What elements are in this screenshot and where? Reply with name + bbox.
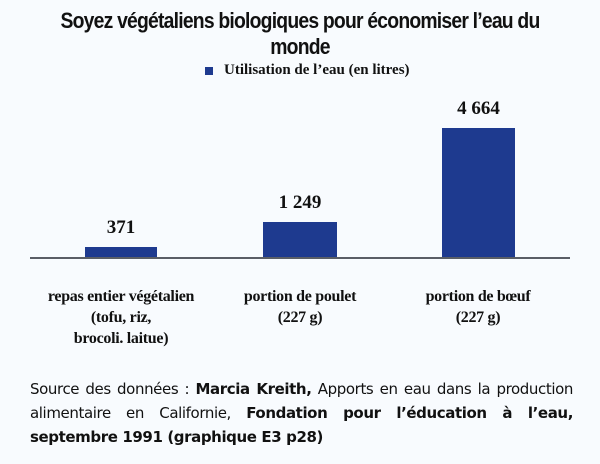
legend: Utilisation de l’eau (en litres)	[205, 62, 410, 79]
plot-area: 371 1 249 4 664	[30, 98, 570, 259]
category-label-beef: portion de bœuf (227 g)	[425, 288, 531, 326]
bar-vegan-meal	[85, 247, 157, 257]
bar-beef	[442, 128, 515, 257]
category-label-chicken: portion de poulet (227 g)	[243, 288, 357, 326]
chart-title: Soyez végétaliens biologiques pour écono…	[60, 8, 540, 59]
source-note: Source des données : Marcia Kreith, Appo…	[30, 380, 573, 446]
category-label-vegan-meal: repas entier végétalien (tofu, riz, broc…	[47, 288, 195, 347]
x-axis-line	[30, 257, 570, 259]
bar-value-label: 371	[106, 217, 136, 238]
legend-label: Utilisation de l’eau (en litres)	[224, 62, 410, 78]
bar-chicken	[263, 222, 337, 257]
bar-value-label: 4 664	[457, 98, 500, 119]
legend-swatch-icon	[205, 66, 213, 75]
bar-value-label: 1 249	[278, 192, 322, 213]
